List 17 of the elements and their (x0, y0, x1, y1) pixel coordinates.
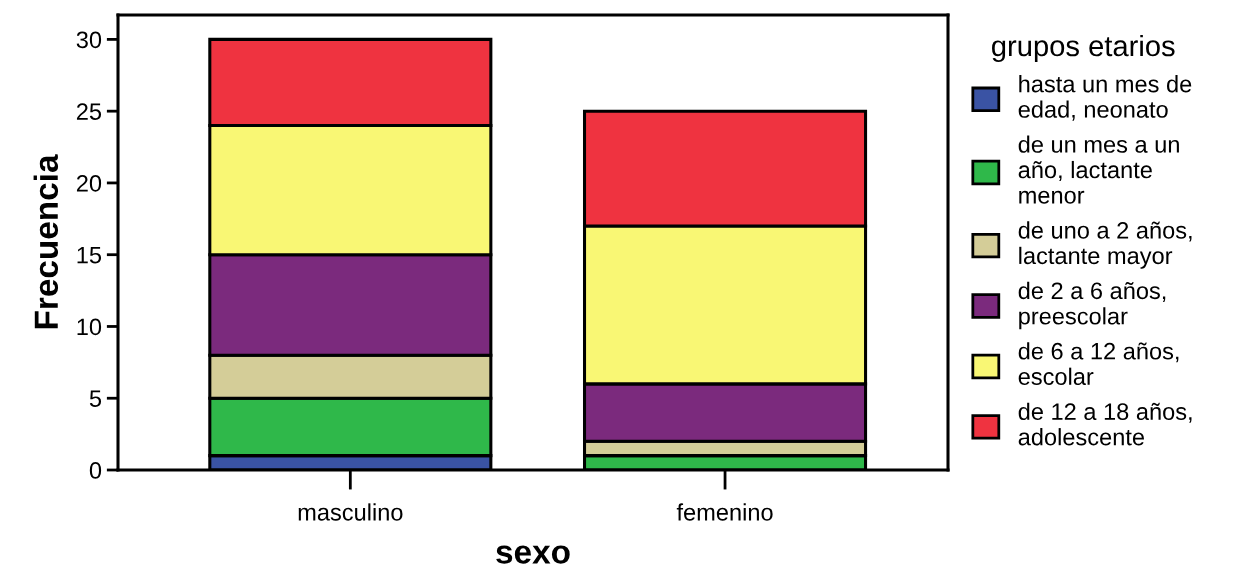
y-tick-label: 0 (89, 462, 102, 479)
legend-label: hasta un mes de edad, neonato (1018, 75, 1192, 121)
legend-label: de 12 a 18 años, adolescente (1018, 402, 1192, 446)
y-axis-title: Frecuencia (33, 154, 59, 329)
x-axis-title: sexo (496, 545, 570, 564)
legend-title: grupos etarios (992, 34, 1175, 63)
y-tick-label: 15 (77, 247, 102, 264)
y-tick-label: 20 (76, 175, 102, 192)
y-tick-label: 10 (77, 318, 102, 336)
y-tick-label: 30 (76, 31, 102, 49)
legend-label: de 6 a 12 años, escolar (1018, 342, 1179, 385)
x-tick-label: femenino (676, 503, 773, 521)
y-tick-label: 25 (76, 103, 102, 120)
x-tick-label: masculino (298, 503, 403, 521)
y-tick-label: 5 (89, 390, 102, 408)
legend-label: de uno a 2 años, lactante mayor (1018, 221, 1192, 269)
legend-label: de 2 a 6 años, preescolar (1018, 281, 1166, 330)
